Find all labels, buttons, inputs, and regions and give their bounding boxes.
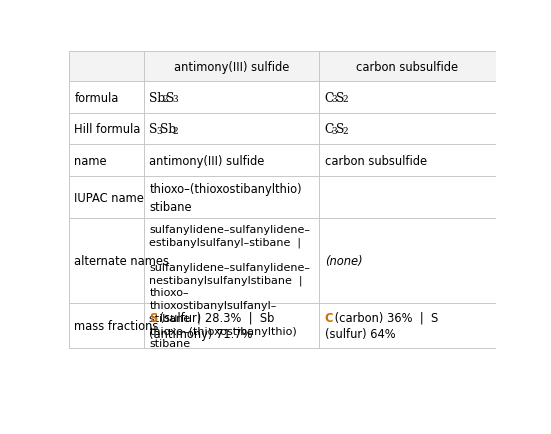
Text: antimony(III) sulfide: antimony(III) sulfide (149, 155, 265, 167)
Text: 2: 2 (343, 126, 348, 135)
Text: alternate names: alternate names (74, 255, 169, 267)
Text: carbon subsulfide: carbon subsulfide (325, 155, 427, 167)
Text: (sulfur) 64%: (sulfur) 64% (325, 327, 395, 340)
Text: Sb: Sb (149, 91, 166, 104)
Bar (69, 52, 144, 82)
Text: name: name (74, 155, 107, 167)
Text: (carbon) 36%  |  S: (carbon) 36% | S (331, 311, 439, 324)
Text: 2: 2 (343, 95, 348, 104)
Text: S: S (149, 311, 158, 324)
Text: formula: formula (74, 91, 118, 104)
Text: C: C (325, 311, 333, 324)
Text: Hill formula: Hill formula (74, 123, 141, 136)
Text: thioxo–(thioxostibanylthio)
stibane: thioxo–(thioxostibanylthio) stibane (149, 182, 302, 213)
Text: 3: 3 (156, 126, 161, 135)
Text: mass fractions: mass fractions (74, 319, 159, 332)
Text: C: C (325, 91, 334, 104)
Text: C: C (325, 123, 334, 136)
Text: 3: 3 (332, 95, 337, 104)
Text: (sulfur) 28.3%  |  Sb: (sulfur) 28.3% | Sb (156, 311, 274, 324)
Text: 3: 3 (332, 126, 337, 135)
Text: (none): (none) (325, 255, 362, 267)
Text: (antimony) 71.7%: (antimony) 71.7% (149, 327, 253, 340)
Text: carbon subsulfide: carbon subsulfide (356, 61, 458, 73)
Bar (319, 52, 496, 82)
Text: S: S (166, 91, 175, 104)
Text: 2: 2 (162, 95, 168, 104)
Text: S: S (336, 91, 344, 104)
Text: sulfanylidene–sulfanylidene–
estibanylsulfanyl–stibane  |

sulfanylidene–sulfany: sulfanylidene–sulfanylidene– estibanylsu… (149, 224, 310, 349)
Text: IUPAC name: IUPAC name (74, 191, 144, 204)
Text: 2: 2 (173, 126, 179, 135)
Text: S: S (336, 123, 344, 136)
Text: 3: 3 (173, 95, 179, 104)
Text: antimony(III) sulfide: antimony(III) sulfide (174, 61, 289, 73)
Text: S: S (149, 123, 158, 136)
Text: Sb: Sb (160, 123, 176, 136)
Bar (144, 52, 319, 82)
